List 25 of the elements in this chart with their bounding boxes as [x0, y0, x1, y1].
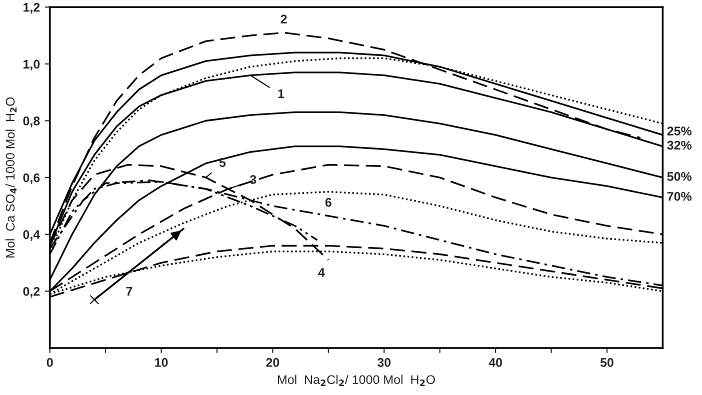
annotation: 3 [250, 175, 256, 184]
y-tick-label: 0,8 [23, 116, 40, 128]
annotation: 70% [667, 192, 692, 201]
annotation: 6 [325, 198, 332, 207]
x-axis-title: Mol Na$_{2}$Cl$_{2}$/ 1000 Mol H$_{2}$O [278, 374, 435, 386]
x-tick-label: 10 [155, 358, 168, 367]
annotation: 50% [667, 172, 692, 181]
y-axis-title: Mol Ca SO$_{4}$/ 1000 Mol H$_{2}$O [5, 97, 17, 258]
y-tick-label: 0,4 [23, 230, 40, 241]
y-tick-label: 1,0 [24, 60, 40, 70]
x-tick-label: 0 [46, 358, 53, 367]
x-tick-label: 50 [600, 358, 614, 367]
annotation: 5 [219, 158, 226, 168]
x-tick-label: 30 [377, 358, 391, 367]
annotation: 32% [667, 140, 692, 150]
annotation: 1 [278, 89, 284, 98]
y-tick-label: 0,2 [23, 286, 40, 298]
y-tick-label: 0,6 [23, 173, 40, 184]
annotation: 2 [280, 14, 287, 24]
annotation: 25% [667, 126, 692, 136]
annotation: 4 [318, 268, 325, 277]
x-tick-label: 40 [488, 358, 502, 367]
y-tick-label: 1,2 [24, 2, 40, 14]
annotation: 7 [126, 287, 132, 296]
x-tick-label: 20 [266, 358, 280, 367]
